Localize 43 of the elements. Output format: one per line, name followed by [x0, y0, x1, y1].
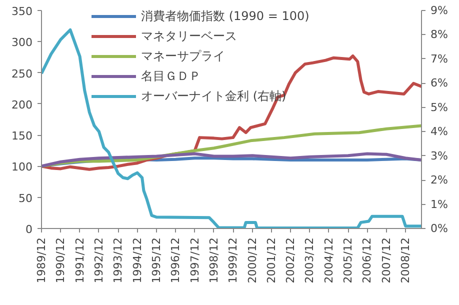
x-tick-label: 1991/12 — [73, 237, 86, 284]
x-tick-label: 2007/12 — [380, 237, 393, 284]
y-tick-label: 250 — [12, 67, 33, 80]
y2-tick-label: 2% — [430, 174, 448, 187]
y-tick-label: 50 — [18, 192, 33, 205]
x-tick-label: 2004/12 — [322, 237, 336, 284]
y-tick-label: 350 — [12, 5, 33, 18]
x-tick-label: 2006/12 — [360, 237, 374, 284]
y-tick-label: 200 — [12, 98, 33, 112]
x-tick-label: 2002/12 — [284, 237, 298, 284]
x-tick-label: 2000/12 — [246, 237, 259, 284]
y2-tick-label: 3% — [430, 149, 448, 162]
legend-label: マネタリーベース — [141, 28, 238, 44]
y2-tick-label: 0% — [430, 222, 448, 235]
y2-tick-label: 8% — [430, 28, 448, 42]
x-tick-label: 1992/12 — [92, 237, 106, 284]
y-tick-label: 0 — [26, 223, 32, 236]
y2-tick-label: 1% — [430, 198, 448, 211]
x-tick-label: 1996/12 — [169, 237, 182, 284]
x-tick-label: 2005/12 — [342, 237, 355, 284]
y2-tick-label: 4% — [430, 125, 448, 138]
y2-tick-label: 5% — [430, 100, 448, 114]
y-tick-label: 150 — [12, 130, 33, 143]
x-tick-label: 2008/12 — [399, 237, 412, 284]
x-tick-label: 1998/12 — [207, 237, 220, 284]
x-tick-label: 2001/12 — [264, 237, 278, 284]
line-series — [42, 152, 422, 168]
x-tick-label: 1999/12 — [226, 237, 240, 284]
y2-tick-label: 6% — [430, 76, 448, 90]
legend-label: 名目ＧＤＰ — [141, 68, 202, 84]
x-tick-label: 1995/12 — [150, 237, 163, 284]
legend-label: 消費者物価指数 (1990 = 100) — [141, 9, 310, 24]
y-tick-label: 100 — [12, 160, 33, 174]
x-tick-label: 1997/12 — [188, 237, 202, 284]
x-tick-label: 1993/12 — [112, 237, 125, 284]
x-tick-label: 2003/12 — [303, 237, 316, 284]
x-tick-label: 1989/12 — [35, 237, 48, 284]
legend-label: マネーサプライ — [141, 48, 226, 64]
x-tick-label: 1990/12 — [54, 237, 68, 284]
y2-tick-label: 9% — [430, 4, 448, 17]
y-tick-label: 300 — [12, 36, 33, 50]
x-tick-label: 1994/12 — [130, 237, 144, 284]
y2-tick-label: 7% — [430, 52, 448, 66]
